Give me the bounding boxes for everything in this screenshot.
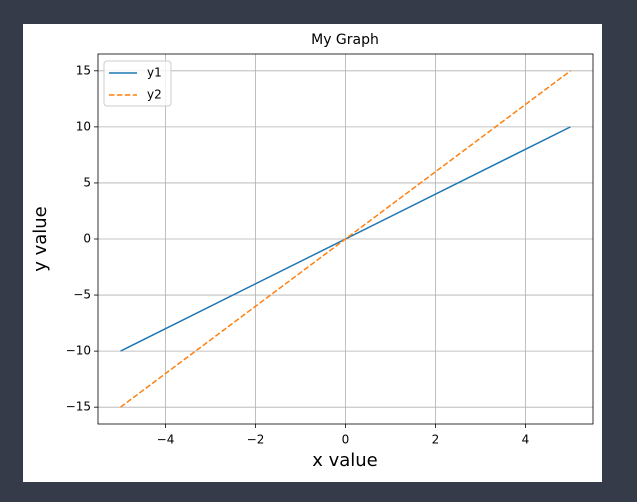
y-tick-label: 0 [83, 232, 91, 246]
chart-title: My Graph [311, 32, 379, 48]
legend-label: y1 [147, 66, 162, 80]
plot-frame [97, 53, 594, 425]
legend: y1 y2 [103, 60, 172, 107]
y-tick-label: −5 [73, 288, 91, 302]
y-tick-label: −15 [66, 400, 91, 414]
x-tick-label: 2 [432, 433, 440, 447]
y-tick-label: 10 [76, 119, 91, 133]
y-tick-label: 5 [83, 175, 91, 189]
legend-label: y2 [147, 88, 162, 102]
line-series [120, 70, 571, 408]
y-tick-label: −10 [66, 344, 91, 358]
x-tick-label: 4 [522, 433, 530, 447]
y-axis-label: y value [30, 206, 51, 272]
x-tick-label: −2 [247, 433, 265, 447]
x-tick-label: 0 [342, 433, 350, 447]
x-tick-label: −4 [157, 433, 175, 447]
x-axis-label: x value [312, 450, 378, 471]
y-tick-label: 15 [76, 63, 91, 77]
